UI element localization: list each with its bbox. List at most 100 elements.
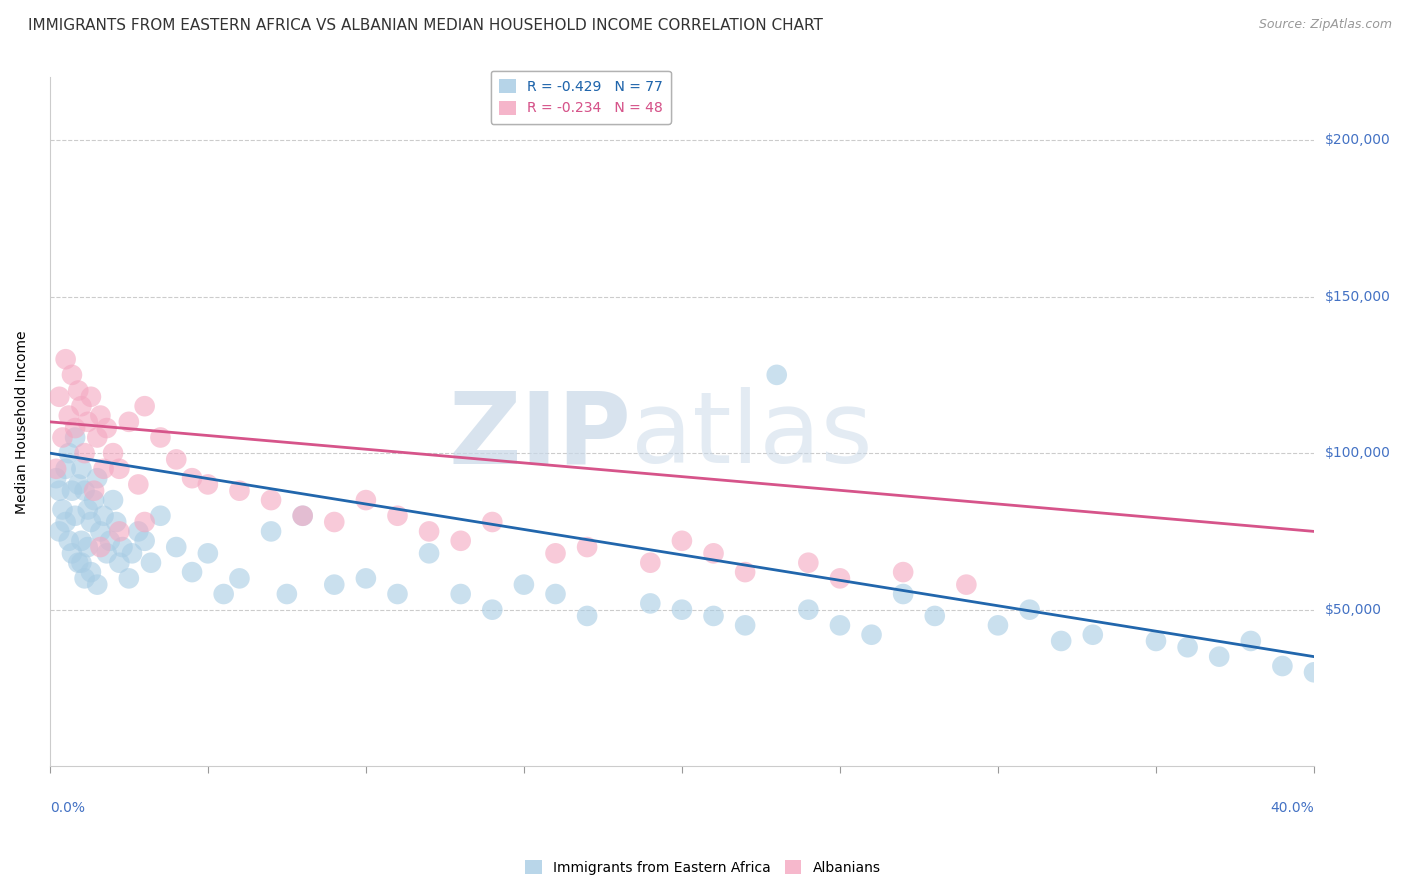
Point	[76, 540, 98, 554]
Point	[1144, 634, 1167, 648]
Point	[55, 462, 77, 476]
Point	[86, 577, 108, 591]
Point	[89, 540, 111, 554]
Point	[702, 546, 724, 560]
Point	[86, 430, 108, 444]
Point	[67, 477, 90, 491]
Point	[93, 462, 115, 476]
Point	[765, 368, 787, 382]
Point	[987, 618, 1010, 632]
Legend: Immigrants from Eastern Africa, Albanians: Immigrants from Eastern Africa, Albanian…	[520, 855, 886, 880]
Point	[83, 483, 105, 498]
Text: ZIP: ZIP	[449, 387, 631, 484]
Text: $100,000: $100,000	[1324, 446, 1391, 460]
Point	[67, 556, 90, 570]
Point	[121, 546, 143, 560]
Point	[76, 415, 98, 429]
Point	[228, 571, 250, 585]
Point	[108, 556, 131, 570]
Point	[108, 524, 131, 539]
Point	[354, 571, 377, 585]
Point	[55, 515, 77, 529]
Point	[1303, 665, 1326, 680]
Point	[58, 446, 80, 460]
Point	[640, 596, 662, 610]
Text: atlas: atlas	[631, 387, 873, 484]
Point	[576, 540, 599, 554]
Point	[139, 556, 162, 570]
Point	[63, 421, 86, 435]
Point	[63, 430, 86, 444]
Point	[1271, 659, 1294, 673]
Point	[197, 477, 219, 491]
Point	[89, 409, 111, 423]
Point	[797, 602, 820, 616]
Point	[671, 533, 693, 548]
Point	[544, 587, 567, 601]
Text: IMMIGRANTS FROM EASTERN AFRICA VS ALBANIAN MEDIAN HOUSEHOLD INCOME CORRELATION C: IMMIGRANTS FROM EASTERN AFRICA VS ALBANI…	[28, 18, 823, 33]
Text: 40.0%: 40.0%	[1270, 801, 1315, 814]
Point	[70, 399, 93, 413]
Point	[51, 430, 73, 444]
Point	[1050, 634, 1073, 648]
Point	[323, 577, 346, 591]
Point	[450, 587, 472, 601]
Point	[181, 565, 204, 579]
Point	[48, 483, 70, 498]
Point	[149, 508, 172, 523]
Point	[481, 515, 503, 529]
Point	[58, 409, 80, 423]
Point	[354, 493, 377, 508]
Point	[60, 546, 83, 560]
Point	[828, 618, 851, 632]
Point	[76, 502, 98, 516]
Point	[1208, 649, 1230, 664]
Point	[96, 421, 118, 435]
Point	[63, 508, 86, 523]
Point	[276, 587, 298, 601]
Point	[197, 546, 219, 560]
Point	[860, 628, 883, 642]
Point	[89, 524, 111, 539]
Point	[45, 462, 67, 476]
Point	[48, 524, 70, 539]
Point	[1240, 634, 1263, 648]
Point	[165, 540, 187, 554]
Point	[387, 508, 409, 523]
Point	[118, 571, 141, 585]
Point	[418, 546, 440, 560]
Point	[323, 515, 346, 529]
Point	[111, 540, 134, 554]
Point	[127, 524, 149, 539]
Point	[80, 565, 103, 579]
Point	[101, 493, 124, 508]
Point	[1081, 628, 1104, 642]
Point	[1018, 602, 1040, 616]
Point	[828, 571, 851, 585]
Point	[127, 477, 149, 491]
Point	[924, 609, 946, 624]
Text: $150,000: $150,000	[1324, 290, 1391, 303]
Point	[418, 524, 440, 539]
Point	[734, 618, 756, 632]
Point	[101, 446, 124, 460]
Point	[80, 390, 103, 404]
Point	[481, 602, 503, 616]
Point	[260, 524, 283, 539]
Point	[134, 515, 156, 529]
Y-axis label: Median Household Income: Median Household Income	[15, 330, 30, 514]
Text: Source: ZipAtlas.com: Source: ZipAtlas.com	[1258, 18, 1392, 31]
Legend: R = -0.429   N = 77, R = -0.234   N = 48: R = -0.429 N = 77, R = -0.234 N = 48	[491, 70, 671, 124]
Point	[60, 368, 83, 382]
Point	[149, 430, 172, 444]
Point	[55, 352, 77, 367]
Point	[105, 515, 128, 529]
Point	[70, 462, 93, 476]
Text: $50,000: $50,000	[1324, 603, 1382, 616]
Point	[118, 415, 141, 429]
Point	[671, 602, 693, 616]
Point	[891, 565, 914, 579]
Point	[387, 587, 409, 601]
Point	[165, 452, 187, 467]
Point	[955, 577, 977, 591]
